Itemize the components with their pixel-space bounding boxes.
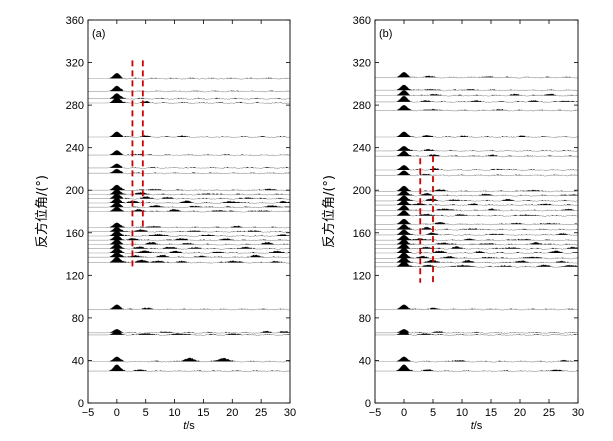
trace-fill-baz-149 — [109, 239, 290, 245]
y-tick-label: 80 — [72, 313, 84, 325]
trace-fill-baz-88 — [397, 304, 574, 310]
trace-fill-baz-153 — [397, 235, 573, 241]
x-tick-label: 25 — [255, 407, 267, 419]
trace-fill-baz-186 — [397, 199, 573, 206]
x-axis-label: t/s — [471, 420, 483, 432]
trace-fill-baz-219 — [397, 165, 574, 170]
trace-fill-baz-145 — [109, 243, 290, 249]
panel-b: −5 0 5 10 15 20 25 3004080120160200240280320360… — [321, 15, 584, 432]
trace-fill-baz-161 — [109, 227, 282, 232]
trace-fill-baz-181 — [397, 205, 575, 211]
panel-label: (b) — [379, 28, 392, 40]
trace-fill-baz-165 — [109, 222, 290, 228]
trace-fill-baz-282 — [109, 97, 282, 103]
trace-fill-baz-176 — [397, 210, 576, 216]
panel-label: (a) — [92, 28, 105, 40]
trace-fill-baz-157 — [109, 230, 290, 236]
trace-fill-baz-294 — [397, 85, 575, 91]
y-tick-label: 0 — [78, 398, 84, 410]
trace-layer — [375, 71, 578, 373]
x-tick-label: 30 — [572, 407, 584, 419]
y-tick-label: 120 — [66, 270, 84, 282]
trace-fill-baz-237 — [397, 146, 572, 151]
y-tick-label: 280 — [66, 100, 84, 112]
x-tick-label: −5 — [82, 407, 95, 419]
y-tick-label: 240 — [66, 143, 84, 155]
trace-fill-baz-66 — [397, 329, 576, 333]
trace-fill-baz-250 — [109, 131, 287, 137]
trace-layer — [88, 73, 290, 373]
x-tick-label: 15 — [197, 407, 209, 419]
trace-fill-baz-141 — [109, 247, 290, 253]
trace-fill-baz-88 — [109, 304, 285, 310]
y-tick-label: 40 — [359, 355, 371, 367]
plot-frame — [374, 19, 579, 404]
trace-fill-baz-132 — [109, 256, 285, 263]
y-tick-label: 120 — [353, 270, 371, 282]
x-tick-label: 25 — [543, 407, 555, 419]
y-axis-label: 反方位角/(°) — [34, 175, 50, 248]
trace-fill-baz-233 — [109, 150, 290, 156]
panel-a: −5 0 5 10 15 20 25 3004080120160200240280320360… — [34, 15, 296, 432]
trace-fill-baz-195 — [397, 190, 578, 196]
y-tick-label: 240 — [353, 143, 371, 155]
y-tick-label: 40 — [72, 355, 84, 367]
trace-fill-baz-214 — [397, 170, 576, 176]
y-tick-label: 0 — [365, 398, 371, 410]
trace-fill-baz-199 — [397, 186, 577, 192]
trace-fill-baz-305 — [109, 73, 290, 79]
x-tick-label: 5 — [430, 407, 436, 419]
trace-fill-baz-184 — [109, 202, 290, 208]
trace-fill-baz-232 — [397, 150, 573, 157]
y-axis-label: 反方位角/(°) — [321, 175, 337, 248]
y-tick-label: 80 — [359, 313, 371, 325]
x-tick-label: 0 — [114, 407, 120, 419]
trace-fill-baz-283 — [397, 96, 578, 102]
trace-fill-baz-158 — [397, 229, 571, 235]
x-axis-label: t/s — [183, 420, 195, 432]
plot-frame — [87, 19, 291, 404]
trace-fill-baz-30 — [396, 364, 578, 372]
trace-fill-baz-200 — [109, 185, 289, 191]
y-tick-label: 320 — [353, 58, 371, 70]
trace-fill-baz-163 — [397, 224, 578, 230]
trace-fill-baz-190 — [397, 195, 567, 201]
trace-fill-baz-216 — [109, 169, 290, 174]
trace-fill-baz-293 — [109, 86, 290, 92]
x-tick-label: 5 — [143, 407, 149, 419]
trace-fill-baz-66 — [109, 329, 290, 333]
y-tick-label: 360 — [66, 15, 84, 27]
x-tick-label: 20 — [514, 407, 526, 419]
y-tick-label: 160 — [66, 228, 84, 240]
trace-fill-baz-168 — [397, 219, 578, 225]
trace-fill-baz-180 — [109, 206, 290, 212]
x-tick-label: −5 — [369, 407, 382, 419]
x-tick-label: 30 — [284, 407, 296, 419]
x-tick-label: 15 — [485, 407, 497, 419]
y-tick-label: 360 — [353, 15, 371, 27]
x-tick-label: 0 — [401, 407, 407, 419]
y-tick-label: 280 — [353, 100, 371, 112]
x-tick-label: 10 — [456, 407, 468, 419]
trace-fill-baz-149 — [397, 239, 576, 245]
y-tick-label: 160 — [353, 228, 371, 240]
x-tick-label: 20 — [226, 407, 238, 419]
y-tick-label: 320 — [66, 58, 84, 70]
y-tick-label: 200 — [66, 185, 84, 197]
trace-fill-baz-141 — [397, 247, 578, 253]
trace-fill-baz-221 — [109, 163, 290, 168]
trace-fill-baz-275 — [397, 105, 578, 111]
trace-fill-baz-132 — [397, 256, 578, 263]
trace-fill-baz-286 — [109, 93, 281, 99]
trace-fill-baz-39 — [109, 356, 290, 362]
trace-fill-baz-188 — [109, 197, 290, 203]
x-tick-label: 10 — [168, 407, 180, 419]
y-tick-label: 200 — [353, 185, 371, 197]
trace-fill-baz-137 — [109, 252, 290, 258]
